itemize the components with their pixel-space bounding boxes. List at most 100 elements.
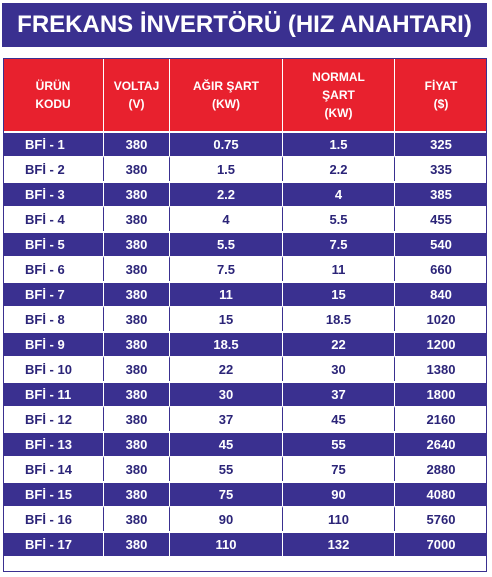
cell-price: 1380 bbox=[395, 356, 487, 381]
cell-normal-duty: 37 bbox=[283, 381, 395, 406]
cell-heavy-duty: 15 bbox=[170, 306, 283, 331]
cell-price: 1200 bbox=[395, 331, 487, 356]
cell-voltage: 380 bbox=[104, 431, 170, 456]
cell-normal-duty: 110 bbox=[283, 506, 395, 531]
cell-price: 4080 bbox=[395, 481, 487, 506]
cell-heavy-duty: 0.75 bbox=[170, 131, 283, 156]
cell-product-code: BFİ - 9 bbox=[3, 331, 104, 356]
cell-normal-duty: 1.5 bbox=[283, 131, 395, 156]
cell-product-code: BFİ - 16 bbox=[3, 506, 104, 531]
cell-price: 7000 bbox=[395, 531, 487, 556]
cell-normal-duty: 132 bbox=[283, 531, 395, 556]
cell-product-code: BFİ - 1 bbox=[3, 131, 104, 156]
price-table: ÜRÜN KODU VOLTAJ (V) AĞIR ŞART (KW) NORM… bbox=[3, 58, 487, 556]
cell-voltage: 380 bbox=[104, 256, 170, 281]
cell-normal-duty: 90 bbox=[283, 481, 395, 506]
cell-product-code: BFİ - 15 bbox=[3, 481, 104, 506]
table-row: BFİ - 16 380 90 110 5760 bbox=[3, 506, 487, 531]
cell-normal-duty: 5.5 bbox=[283, 206, 395, 231]
cell-heavy-duty: 4 bbox=[170, 206, 283, 231]
cell-voltage: 380 bbox=[104, 181, 170, 206]
cell-voltage: 380 bbox=[104, 206, 170, 231]
cell-voltage: 380 bbox=[104, 506, 170, 531]
cell-voltage: 380 bbox=[104, 381, 170, 406]
table-row: BFİ - 9 380 18.5 22 1200 bbox=[3, 331, 487, 356]
header-heavy-duty: AĞIR ŞART (KW) bbox=[170, 58, 283, 131]
table-row: BFİ - 11 380 30 37 1800 bbox=[3, 381, 487, 406]
header-price: FİYAT ($) bbox=[395, 58, 487, 131]
header-voltage: VOLTAJ (V) bbox=[104, 58, 170, 131]
cell-price: 325 bbox=[395, 131, 487, 156]
cell-product-code: BFİ - 10 bbox=[3, 356, 104, 381]
cell-product-code: BFİ - 5 bbox=[3, 231, 104, 256]
cell-normal-duty: 2.2 bbox=[283, 156, 395, 181]
cell-product-code: BFİ - 17 bbox=[3, 531, 104, 556]
cell-voltage: 380 bbox=[104, 406, 170, 431]
cell-heavy-duty: 2.2 bbox=[170, 181, 283, 206]
cell-voltage: 380 bbox=[104, 481, 170, 506]
cell-voltage: 380 bbox=[104, 331, 170, 356]
page-title: FREKANS İNVERTÖRÜ (HIZ ANAHTARI) bbox=[2, 3, 487, 47]
price-table-container: ÜRÜN KODU VOLTAJ (V) AĞIR ŞART (KW) NORM… bbox=[3, 58, 487, 572]
cell-price: 335 bbox=[395, 156, 487, 181]
table-row: BFİ - 15 380 75 90 4080 bbox=[3, 481, 487, 506]
cell-heavy-duty: 1.5 bbox=[170, 156, 283, 181]
cell-product-code: BFİ - 8 bbox=[3, 306, 104, 331]
table-header-row: ÜRÜN KODU VOLTAJ (V) AĞIR ŞART (KW) NORM… bbox=[3, 58, 487, 131]
cell-product-code: BFİ - 13 bbox=[3, 431, 104, 456]
cell-product-code: BFİ - 12 bbox=[3, 406, 104, 431]
cell-voltage: 380 bbox=[104, 531, 170, 556]
cell-heavy-duty: 7.5 bbox=[170, 256, 283, 281]
cell-product-code: BFİ - 14 bbox=[3, 456, 104, 481]
cell-price: 455 bbox=[395, 206, 487, 231]
cell-price: 2160 bbox=[395, 406, 487, 431]
cell-heavy-duty: 11 bbox=[170, 281, 283, 306]
cell-heavy-duty: 75 bbox=[170, 481, 283, 506]
table-row: BFİ - 5 380 5.5 7.5 540 bbox=[3, 231, 487, 256]
table-row: BFİ - 2 380 1.5 2.2 335 bbox=[3, 156, 487, 181]
cell-voltage: 380 bbox=[104, 356, 170, 381]
table-row: BFİ - 3 380 2.2 4 385 bbox=[3, 181, 487, 206]
cell-heavy-duty: 55 bbox=[170, 456, 283, 481]
table-row: BFİ - 13 380 45 55 2640 bbox=[3, 431, 487, 456]
cell-normal-duty: 55 bbox=[283, 431, 395, 456]
cell-price: 840 bbox=[395, 281, 487, 306]
cell-heavy-duty: 45 bbox=[170, 431, 283, 456]
cell-price: 2880 bbox=[395, 456, 487, 481]
cell-normal-duty: 22 bbox=[283, 331, 395, 356]
cell-product-code: BFİ - 7 bbox=[3, 281, 104, 306]
header-product-code: ÜRÜN KODU bbox=[3, 58, 104, 131]
cell-product-code: BFİ - 3 bbox=[3, 181, 104, 206]
cell-heavy-duty: 110 bbox=[170, 531, 283, 556]
table-row: BFİ - 12 380 37 45 2160 bbox=[3, 406, 487, 431]
table-row: BFİ - 14 380 55 75 2880 bbox=[3, 456, 487, 481]
cell-voltage: 380 bbox=[104, 281, 170, 306]
cell-normal-duty: 15 bbox=[283, 281, 395, 306]
cell-product-code: BFİ - 11 bbox=[3, 381, 104, 406]
cell-heavy-duty: 5.5 bbox=[170, 231, 283, 256]
cell-price: 5760 bbox=[395, 506, 487, 531]
cell-normal-duty: 75 bbox=[283, 456, 395, 481]
table-row: BFİ - 8 380 15 18.5 1020 bbox=[3, 306, 487, 331]
table-row: BFİ - 7 380 11 15 840 bbox=[3, 281, 487, 306]
cell-price: 1020 bbox=[395, 306, 487, 331]
cell-price: 385 bbox=[395, 181, 487, 206]
cell-product-code: BFİ - 2 bbox=[3, 156, 104, 181]
cell-heavy-duty: 30 bbox=[170, 381, 283, 406]
cell-normal-duty: 4 bbox=[283, 181, 395, 206]
cell-product-code: BFİ - 4 bbox=[3, 206, 104, 231]
cell-product-code: BFİ - 6 bbox=[3, 256, 104, 281]
cell-normal-duty: 11 bbox=[283, 256, 395, 281]
cell-price: 2640 bbox=[395, 431, 487, 456]
cell-voltage: 380 bbox=[104, 131, 170, 156]
cell-voltage: 380 bbox=[104, 156, 170, 181]
table-row: BFİ - 10 380 22 30 1380 bbox=[3, 356, 487, 381]
cell-heavy-duty: 22 bbox=[170, 356, 283, 381]
table-row: BFİ - 1 380 0.75 1.5 325 bbox=[3, 131, 487, 156]
cell-heavy-duty: 90 bbox=[170, 506, 283, 531]
cell-normal-duty: 30 bbox=[283, 356, 395, 381]
cell-heavy-duty: 37 bbox=[170, 406, 283, 431]
cell-heavy-duty: 18.5 bbox=[170, 331, 283, 356]
cell-voltage: 380 bbox=[104, 456, 170, 481]
table-row: BFİ - 4 380 4 5.5 455 bbox=[3, 206, 487, 231]
